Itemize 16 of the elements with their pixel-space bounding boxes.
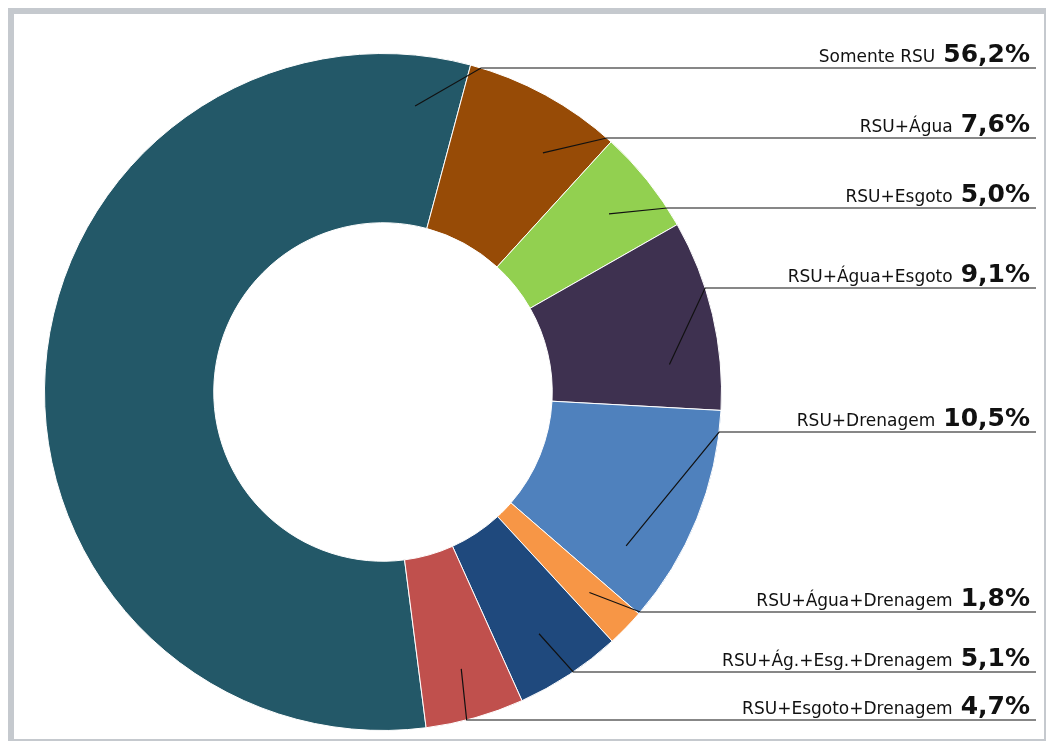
data-label: 5,1%: [960, 643, 1030, 672]
data-label: 56,2%: [943, 39, 1030, 68]
slice-label: RSU+Ág.+Esg.+Drenagem: [722, 649, 953, 670]
slice-label: Somente RSU: [818, 46, 936, 66]
slice-label: RSU+Drenagem: [796, 410, 936, 430]
data-label: 10,5%: [943, 403, 1030, 432]
data-label: 7,6%: [960, 109, 1030, 138]
data-label: 9,1%: [960, 259, 1030, 288]
data-label: 5,0%: [960, 179, 1030, 208]
data-label: 4,7%: [960, 691, 1030, 720]
slice-label: RSU+Água+Esgoto: [787, 265, 953, 286]
slice-label: RSU+Esgoto: [845, 186, 953, 206]
slice-label: RSU+Água: [859, 115, 953, 136]
data-label: 1,8%: [960, 583, 1030, 612]
slice-label: RSU+Água+Drenagem: [756, 589, 953, 610]
slice-label: RSU+Esgoto+Drenagem: [742, 698, 953, 718]
